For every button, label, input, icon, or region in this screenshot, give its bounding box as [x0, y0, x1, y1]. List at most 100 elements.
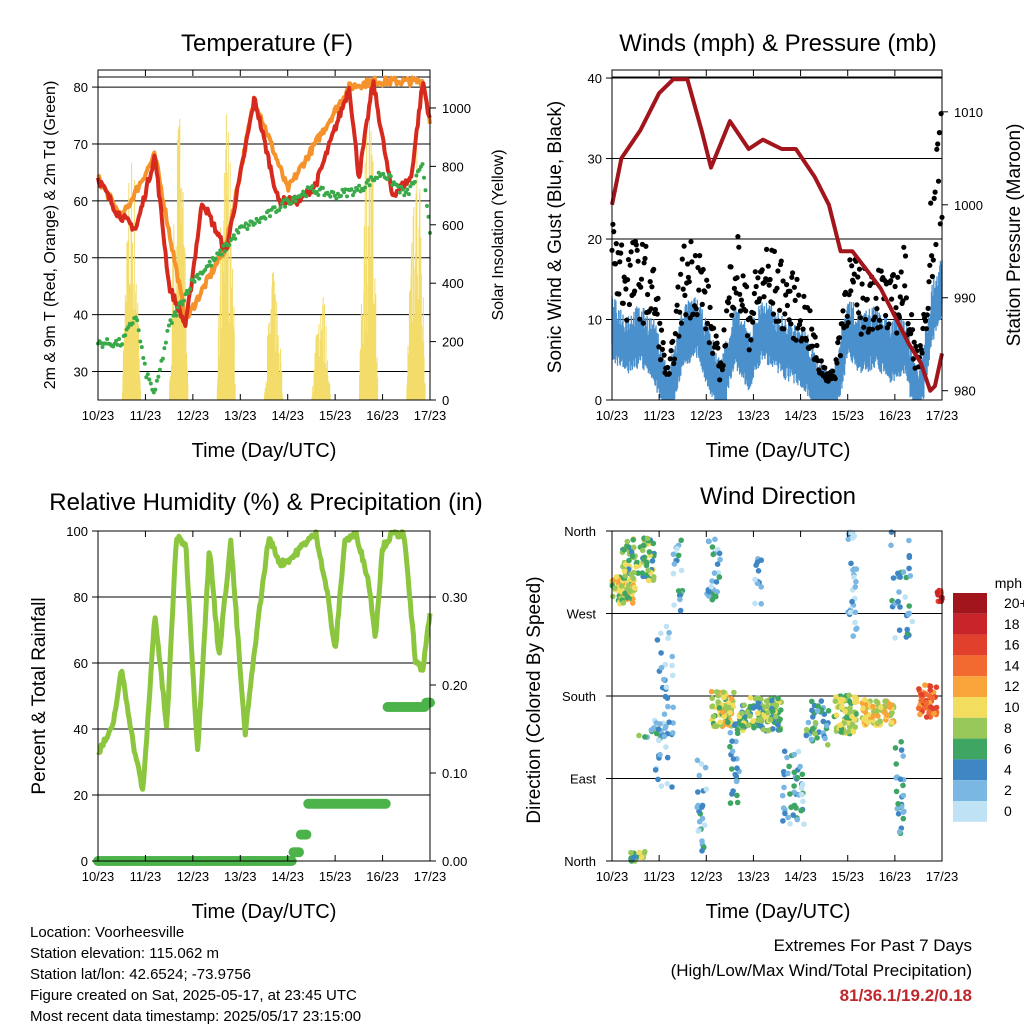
wind-direction-y-title: Direction (Colored By Speed) [524, 576, 545, 823]
wind-direction-point [809, 698, 815, 705]
dewpoint-point [339, 193, 343, 198]
wind-direction-point [709, 544, 716, 550]
wind-direction-point [849, 721, 856, 728]
wind-direction-point [906, 603, 912, 609]
wind-direction-point [714, 589, 720, 595]
wind-direction-point [781, 784, 787, 791]
wind-direction-point [708, 688, 715, 695]
wind-direction-point [852, 619, 858, 626]
dewpoint-point [320, 186, 325, 190]
wind-direction-point [862, 714, 869, 721]
gust-point [633, 242, 639, 248]
wind-direction-point [890, 575, 897, 581]
gust-point [825, 378, 831, 384]
wind-direction-point [810, 714, 816, 720]
dewpoint-point [180, 302, 185, 307]
dewpoint-point [363, 185, 368, 190]
gust-point [761, 294, 767, 300]
wind-direction-point [916, 686, 922, 692]
gust-point [807, 308, 813, 314]
wind-direction-point [754, 710, 761, 717]
wind-direction-point [695, 789, 701, 795]
y2-tick-label: 600 [442, 218, 464, 233]
location-text: Location: Voorheesville [30, 924, 185, 941]
wind-direction-point [720, 689, 727, 695]
dewpoint-point [280, 201, 285, 206]
dewpoint-point [230, 236, 235, 241]
gust-point [850, 279, 857, 285]
wind-direction-point [630, 855, 637, 861]
dewpoint-point [207, 259, 212, 264]
wind-direction-point [676, 592, 683, 599]
wind-direction-point [729, 748, 736, 754]
x-tick-label: 11/23 [130, 869, 162, 884]
gust-point [747, 315, 753, 321]
wind-direction-point [717, 556, 723, 563]
dewpoint-point [144, 375, 149, 380]
wind-direction-point [665, 635, 671, 641]
wind-direction-point [716, 705, 723, 711]
dewpoint-point [243, 221, 248, 226]
wind-direction-point [801, 821, 807, 827]
gust-point [830, 368, 836, 374]
gust-point [759, 267, 765, 273]
wind-direction-point [655, 776, 661, 783]
wind-direction-point [715, 699, 721, 705]
dewpoint-point [388, 174, 393, 179]
wind-direction-point [727, 743, 733, 750]
y-tick-label: 30 [74, 365, 88, 380]
winds-series [609, 77, 945, 400]
wind-direction-point [657, 751, 663, 758]
wind-direction-point [893, 761, 899, 767]
x-tick-label: 10/23 [596, 408, 629, 423]
wind-direction-point [860, 705, 866, 712]
dewpoint-point [252, 221, 257, 226]
gust-point [856, 266, 863, 272]
wind-direction-point [907, 573, 914, 579]
wind-direction-point [739, 710, 745, 717]
legend-swatch [953, 801, 987, 822]
wind-direction-point [909, 618, 916, 625]
gust-point [839, 321, 845, 327]
wind-direction-point [755, 568, 762, 574]
wind-direction-point [853, 699, 860, 705]
gust-point [739, 302, 745, 308]
y-tick-label: 70 [74, 137, 88, 152]
speed-legend: mph 20+ 18 16 14 12 10 8 6 4 2 0 [953, 575, 1024, 822]
gust-point [675, 284, 681, 290]
wind-direction-point [848, 560, 854, 567]
wind-direction-point [662, 661, 668, 668]
dewpoint-point [139, 345, 144, 350]
wind-direction-point [677, 607, 684, 614]
recent-timestamp-text: Most recent data timestamp: 2025/05/17 2… [30, 1008, 362, 1025]
gust-point [711, 325, 717, 331]
gust-point [713, 333, 719, 339]
wind-direction-point [729, 766, 735, 772]
gust-point [666, 371, 672, 377]
dewpoint-point [126, 325, 131, 330]
gust-point [926, 279, 932, 285]
wind-direction-panel: Wind Direction North East South West North 1… [524, 483, 1024, 923]
temp-2m-series [96, 79, 432, 328]
humidity-series [96, 529, 433, 792]
gust-point [612, 261, 619, 267]
wind-direction-point [694, 804, 700, 810]
wind-direction-point [888, 702, 895, 708]
legend-swatch [953, 717, 987, 739]
gust-point [707, 304, 713, 310]
wind-direction-point [765, 710, 771, 716]
wind-direction-point [780, 818, 786, 824]
humidity-series [93, 529, 435, 866]
wind-direction-point [787, 821, 793, 827]
gust-point [616, 291, 622, 297]
legend-label: 18 [1004, 616, 1020, 632]
extremes-heading: Extremes For Past 7 Days [773, 936, 972, 955]
gust-point [655, 295, 661, 301]
gust-point [854, 302, 860, 308]
x-tick-label: 15/23 [831, 408, 864, 423]
insolation-y-title: Solar Insolation (Yellow) [490, 149, 507, 320]
wind-direction-point [665, 703, 671, 710]
gust-point [731, 305, 737, 311]
gust-point [734, 275, 740, 281]
dewpoint-point [281, 198, 286, 203]
